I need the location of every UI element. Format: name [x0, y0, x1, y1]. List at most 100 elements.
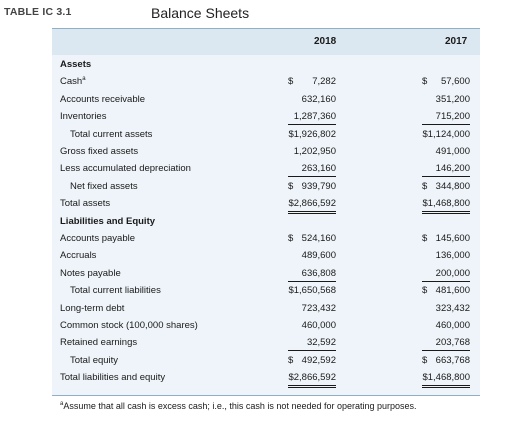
table-row: Total current assets $1,926,802 $1,124,000	[52, 127, 480, 144]
row-label-text: Less accumulated depreciation	[60, 163, 191, 175]
row-label-text: Total assets	[60, 198, 111, 210]
row-label-text: Long-term debt	[60, 302, 125, 314]
value-2017: 200,000	[435, 267, 470, 279]
value-2018: 263,160	[301, 163, 336, 175]
row-label: Retained earnings	[60, 337, 137, 348]
row-label: Accounts receivable	[60, 94, 145, 105]
value-cell-2017: $481,600	[422, 285, 470, 298]
value-cell-2018: 489,600	[288, 250, 336, 263]
value-2017: 203,768	[435, 337, 470, 349]
value-2018: $1,650,568	[288, 285, 336, 297]
table-row: Accounts receivable 632,160 351,200	[52, 92, 480, 109]
value-cell-2017: $57,600	[422, 76, 470, 89]
row-label: Total current liabilities	[70, 285, 161, 296]
row-label-text: Gross fixed assets	[60, 146, 139, 157]
value-cell-2017: 460,000	[422, 320, 470, 333]
value-2018: 32,592	[306, 337, 336, 349]
value-cell-2018: 1,202,950	[288, 146, 336, 159]
value-2017: 323,432	[435, 302, 470, 314]
row-label-text: Cash	[60, 76, 83, 88]
value-cell-2018: 723,432	[288, 303, 336, 316]
value-cell-2018: $2,866,592	[288, 372, 336, 389]
row-label: Total assets	[60, 198, 110, 209]
row-label-text: Total equity	[70, 354, 119, 366]
value-cell-2017: $1,124,000	[422, 129, 470, 142]
value-2018: 939,790	[301, 180, 336, 192]
value-2017: 663,768	[435, 354, 470, 366]
footnote: aAssume that all cash is excess cash; i.…	[60, 401, 417, 411]
value-2018: 7,282	[312, 76, 336, 88]
value-cell-2017: 200,000	[422, 268, 470, 282]
footnote-text: Assume that all cash is excess cash; i.e…	[63, 401, 417, 411]
value-cell-2018: $939,790	[288, 181, 336, 194]
table-row: Notes payable 636,808 200,000	[52, 266, 480, 283]
value-2018: $2,866,592	[288, 372, 336, 384]
table-row: Common stock (100,000 shares) 460,000 460,…	[52, 318, 480, 335]
value-cell-2017: $145,600	[422, 233, 470, 246]
value-2018: 524,160	[301, 233, 336, 244]
row-label-text: Assets	[60, 59, 92, 70]
value-cell-2017: $1,468,800	[422, 372, 470, 389]
row-label-text: Inventories	[60, 111, 107, 123]
value-cell-2018: $7,282	[288, 76, 336, 89]
bottom-rule	[52, 395, 480, 396]
row-label-text: Liabilities and Equity	[60, 215, 156, 227]
currency-symbol: $	[288, 233, 294, 244]
currency-symbol: $	[422, 76, 428, 88]
table-body	[52, 55, 480, 395]
row-label-text: Net fixed assets	[70, 180, 138, 192]
row-label-text: Total liabilities and equity	[60, 372, 166, 384]
value-2017: 136,000	[435, 250, 470, 262]
value-cell-2018: 263,160	[288, 163, 336, 178]
value-2017: $1,124,000	[422, 128, 470, 140]
row-label-text: Total current liabilities	[70, 285, 161, 297]
value-2017: 146,200	[435, 163, 470, 175]
value-2017: 351,200	[435, 93, 470, 105]
value-2017: $1,468,800	[422, 198, 470, 210]
row-label: Less accumulated depreciation	[60, 163, 191, 174]
table-row: Casha $7,282 $57,600	[52, 74, 480, 91]
section-heading-row: Liabilities and Equity	[52, 214, 480, 231]
table-row: Total current liabilities $1,650,568 $481,…	[52, 283, 480, 300]
table-title: Balance Sheets	[151, 5, 250, 21]
value-2018: 1,202,950	[293, 146, 336, 157]
table-row: Retained earnings 32,592 203,768	[52, 335, 480, 352]
row-label: Gross fixed assets	[60, 146, 138, 157]
currency-symbol: $	[288, 180, 294, 192]
currency-symbol: $	[422, 233, 428, 244]
value-2018: $1,926,802	[288, 128, 336, 140]
value-cell-2018: $492,592	[288, 355, 336, 368]
row-label-text: Accounts receivable	[60, 93, 146, 105]
value-cell-2018: $2,866,592	[288, 198, 336, 215]
value-2018: 489,600	[301, 250, 336, 262]
row-label-text: Accruals	[60, 250, 97, 262]
table-row: Net fixed assets $939,790 $344,800	[52, 179, 480, 196]
value-cell-2017: 323,432	[422, 303, 470, 316]
table-row: Accounts payable $524,160 $145,600	[52, 231, 480, 248]
value-cell-2017: 715,200	[422, 111, 470, 126]
value-cell-2017: 146,200	[422, 163, 470, 178]
value-cell-2017: $344,800	[422, 181, 470, 194]
value-2018: 636,808	[301, 267, 336, 279]
value-2018: 460,000	[301, 320, 336, 331]
table-label: TABLE IC 3.1	[4, 6, 72, 18]
value-cell-2018: $1,926,802	[288, 129, 336, 142]
value-2017: 491,000	[435, 146, 470, 157]
table-row: Long-term debt 723,432 323,432	[52, 301, 480, 318]
value-cell-2018: 632,160	[288, 94, 336, 107]
currency-symbol: $	[422, 180, 428, 192]
column-header-2017: 2017	[445, 36, 468, 47]
value-2017: $1,468,800	[422, 372, 470, 384]
title-row: TABLE IC 3.1 Balance Sheets	[0, 0, 530, 28]
value-cell-2017: $1,468,800	[422, 198, 470, 215]
value-2017: 344,800	[435, 180, 470, 192]
section-heading: Assets	[60, 59, 91, 70]
table-row: Inventories 1,287,360 715,200	[52, 109, 480, 126]
value-cell-2018: $524,160	[288, 233, 336, 246]
value-2017: 145,600	[435, 233, 470, 244]
value-cell-2017: 351,200	[422, 94, 470, 107]
value-cell-2018: 32,592	[288, 337, 336, 352]
currency-symbol: $	[288, 354, 294, 366]
value-cell-2017: 203,768	[422, 337, 470, 352]
